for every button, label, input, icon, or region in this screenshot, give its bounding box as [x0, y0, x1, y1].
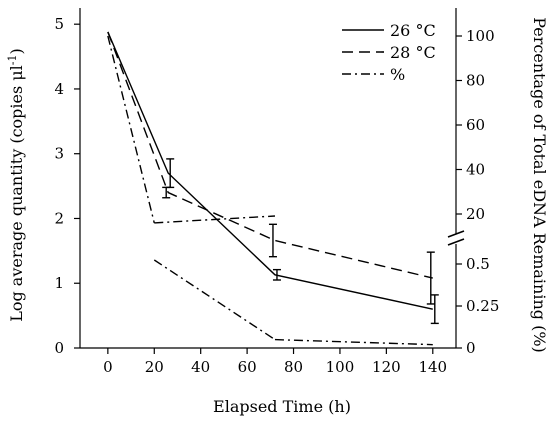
x-tick-label: 140: [418, 358, 447, 376]
legend: 26 °C 28 °C%: [342, 21, 436, 84]
series-lines: [107, 31, 433, 346]
series-line-0: [107, 31, 433, 310]
ticks: 0 20 40 60 80 100 120 140 0 1 2 3 4 5 0 0.25 0.5 20 40 60 80…: [54, 15, 499, 376]
y-tick-label: 4: [54, 80, 64, 98]
x-tick-label: 20: [145, 358, 164, 376]
error-bars: [162, 158, 439, 325]
y-tick-label: 0: [54, 339, 64, 357]
y2-tick-label: 100: [466, 27, 495, 45]
y2-tick-label: 40: [466, 161, 485, 179]
x-tick-label: 40: [191, 358, 210, 376]
y2-tick-label: 60: [466, 116, 485, 134]
series-segment-percent: [154, 215, 276, 224]
y2-tick-label: 80: [466, 72, 485, 90]
x-tick-label: 60: [238, 358, 257, 376]
series-line-1: [107, 31, 433, 279]
legend-label: %: [390, 65, 405, 84]
y2-tick-label: 0: [466, 339, 476, 357]
y2-break-mark-2: [447, 238, 465, 246]
y-axis-title-main: Log average quantity (copies μl: [7, 65, 26, 322]
x-tick-label: 0: [103, 358, 113, 376]
series-segment-percent-lower: [153, 259, 276, 341]
y-axis-title-superscript: -1: [6, 54, 19, 65]
y-axis-title: Log average quantity (copies μl-1): [6, 48, 26, 322]
y2-tick-label: 0.5: [466, 255, 490, 273]
y2-axis-title: Percentage of Total eDNA Remaining (%): [530, 17, 549, 353]
axes: [79, 8, 465, 349]
x-tick-label: 120: [372, 358, 401, 376]
y-tick-label: 2: [54, 209, 64, 227]
y2-break-mark-1: [447, 230, 465, 238]
y-axis-title-close: ): [7, 48, 26, 54]
y2-tick-label: 20: [466, 205, 485, 223]
x-tick-label: 100: [326, 358, 355, 376]
x-axis-title: Elapsed Time (h): [213, 397, 351, 416]
y-tick-label: 1: [54, 274, 64, 292]
series-segment-percent: [107, 35, 155, 224]
legend-label: 28 °C: [390, 43, 436, 62]
y2-tick-label: 0.25: [466, 297, 499, 315]
x-tick-label: 80: [284, 358, 303, 376]
y-tick-label: 5: [54, 15, 64, 33]
y-tick-label: 3: [54, 145, 64, 163]
legend-label: 26 °C: [390, 21, 436, 40]
series-segment-percent: [274, 338, 433, 346]
